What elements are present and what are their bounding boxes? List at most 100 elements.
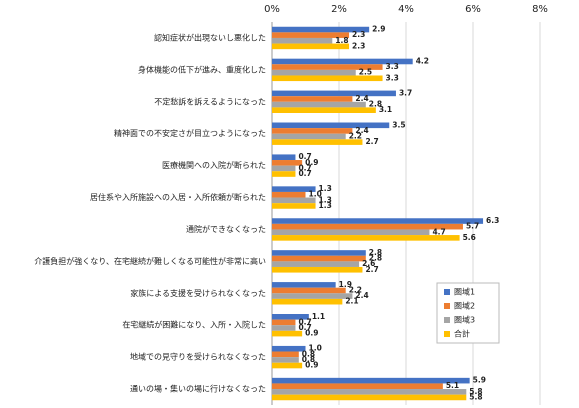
category-label: 不定愁訴を訴えるようになった — [154, 96, 266, 106]
value-label: 2.8 — [369, 248, 382, 257]
category-label: 医療機関への入院が断られた — [162, 160, 266, 170]
x-tick-label: 6% — [465, 4, 481, 15]
value-label: 2.7 — [365, 265, 378, 274]
value-label: 2.2 — [349, 285, 362, 294]
bar — [272, 75, 383, 82]
bar — [272, 261, 360, 267]
bar — [272, 43, 350, 50]
value-label: 2.6 — [362, 259, 375, 268]
value-label: 0.8 — [302, 349, 315, 358]
value-label: 1.9 — [339, 280, 352, 289]
x-tick-label: 2% — [331, 4, 347, 15]
bar — [272, 101, 366, 108]
value-label: 1.0 — [309, 344, 322, 353]
bar — [272, 32, 350, 38]
value-label: 1.3 — [319, 201, 332, 210]
legend-label: 圏域1 — [454, 287, 475, 297]
value-label: 5.8 — [469, 392, 482, 401]
bar — [272, 362, 303, 369]
value-label: 2.2 — [349, 132, 362, 141]
value-label: 1.8 — [335, 36, 348, 45]
value-label: 2.3 — [352, 41, 365, 50]
value-label: 2.4 — [355, 94, 368, 103]
bar — [272, 266, 363, 273]
value-label: 0.7 — [298, 169, 311, 178]
value-label: 2.7 — [365, 137, 378, 146]
value-label: 3.3 — [386, 62, 399, 71]
value-label: 2.5 — [359, 68, 372, 77]
bar — [272, 351, 299, 358]
bar — [272, 298, 343, 305]
bar — [272, 330, 303, 337]
x-tick-label: 4% — [398, 4, 414, 15]
value-label: 2.8 — [369, 100, 382, 109]
bar — [272, 255, 366, 262]
bar — [272, 223, 463, 230]
value-label: 6.3 — [486, 216, 499, 225]
bar — [272, 314, 309, 320]
bar — [272, 133, 346, 140]
value-label: 3.7 — [399, 88, 412, 97]
bar — [272, 154, 296, 161]
bar — [272, 203, 316, 209]
legend-label: 合計 — [454, 329, 470, 339]
value-label: 0.7 — [298, 317, 311, 326]
value-label: 5.8 — [469, 387, 482, 396]
category-label: 在宅継続が困難になり、入所・入院した — [122, 320, 266, 330]
value-label: 3.3 — [386, 73, 399, 82]
bar — [272, 26, 370, 33]
bar — [272, 139, 363, 145]
bar — [272, 191, 306, 198]
bar — [272, 64, 383, 70]
value-label: 2.8 — [369, 254, 382, 263]
value-label: 2.9 — [372, 25, 385, 34]
value-label: 1.0 — [309, 190, 322, 199]
bar — [272, 235, 460, 241]
category-label: 家族による支援を受けられなくなった — [130, 288, 266, 298]
bar — [272, 165, 296, 172]
value-label: 0.7 — [298, 323, 311, 332]
value-label: 1.3 — [319, 184, 332, 193]
bar — [272, 128, 353, 134]
bar — [272, 383, 443, 390]
category-label: 通院ができなくなった — [186, 224, 266, 234]
bar — [272, 319, 296, 326]
legend-label: 圏域2 — [454, 301, 475, 311]
bar — [272, 377, 470, 384]
value-label: 5.7 — [466, 222, 479, 231]
x-tick-label: 0% — [264, 4, 280, 15]
legend-swatch — [444, 331, 450, 337]
bar — [272, 250, 366, 256]
value-label: 5.9 — [473, 376, 486, 385]
bar — [272, 160, 303, 166]
value-label: 0.7 — [298, 163, 311, 172]
bar — [272, 37, 333, 44]
value-label: 0.7 — [298, 152, 311, 161]
bar — [272, 287, 346, 294]
value-label: 2.3 — [352, 30, 365, 39]
bar — [272, 171, 296, 177]
value-label: 4.7 — [432, 227, 445, 236]
bar — [272, 325, 296, 331]
value-label: 0.9 — [305, 329, 318, 338]
value-label: 3.1 — [379, 105, 392, 114]
value-label: 0.9 — [305, 361, 318, 370]
value-label: 4.2 — [416, 56, 429, 65]
bar — [272, 58, 413, 65]
value-label: 1.1 — [312, 312, 325, 321]
bar — [272, 107, 376, 113]
legend-label: 圏域3 — [454, 315, 475, 325]
value-label: 5.1 — [446, 381, 459, 390]
category-label: 介護負担が強くなり、在宅継続が難しくなる可能性が非常に高い — [34, 256, 266, 266]
bar — [272, 345, 306, 352]
category-label: 通いの場・集いの場に行けなくなった — [130, 384, 266, 394]
bar — [272, 197, 316, 204]
value-label: 0.8 — [302, 355, 315, 364]
value-label: 1.3 — [319, 195, 332, 204]
bar — [272, 282, 336, 288]
bar — [272, 394, 467, 401]
bar — [272, 186, 316, 192]
bar — [272, 218, 484, 224]
category-label: 精神面での不安定さが目立つようになった — [114, 128, 266, 138]
